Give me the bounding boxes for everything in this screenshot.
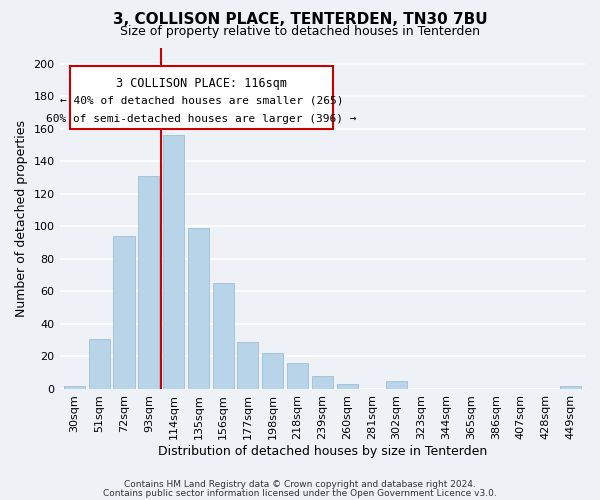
Bar [64,386,85,389]
Bar [113,236,134,389]
Bar [188,228,209,389]
Bar [212,284,233,389]
X-axis label: Distribution of detached houses by size in Tenterden: Distribution of detached houses by size … [158,444,487,458]
Bar [337,384,358,389]
Bar [163,136,184,389]
Bar [238,342,259,389]
Text: Size of property relative to detached houses in Tenterden: Size of property relative to detached ho… [120,25,480,38]
Text: ← 40% of detached houses are smaller (265): ← 40% of detached houses are smaller (26… [59,96,343,106]
Bar [287,363,308,389]
Bar [262,353,283,389]
Text: 3 COLLISON PLACE: 116sqm: 3 COLLISON PLACE: 116sqm [116,76,287,90]
Text: 3, COLLISON PLACE, TENTERDEN, TN30 7BU: 3, COLLISON PLACE, TENTERDEN, TN30 7BU [113,12,487,28]
Bar [312,376,333,389]
Bar [89,338,110,389]
FancyBboxPatch shape [70,66,333,130]
Bar [386,381,407,389]
Bar [138,176,160,389]
Bar [560,386,581,389]
Text: Contains public sector information licensed under the Open Government Licence v3: Contains public sector information licen… [103,489,497,498]
Text: 60% of semi-detached houses are larger (396) →: 60% of semi-detached houses are larger (… [46,114,356,124]
Y-axis label: Number of detached properties: Number of detached properties [15,120,28,316]
Text: Contains HM Land Registry data © Crown copyright and database right 2024.: Contains HM Land Registry data © Crown c… [124,480,476,489]
